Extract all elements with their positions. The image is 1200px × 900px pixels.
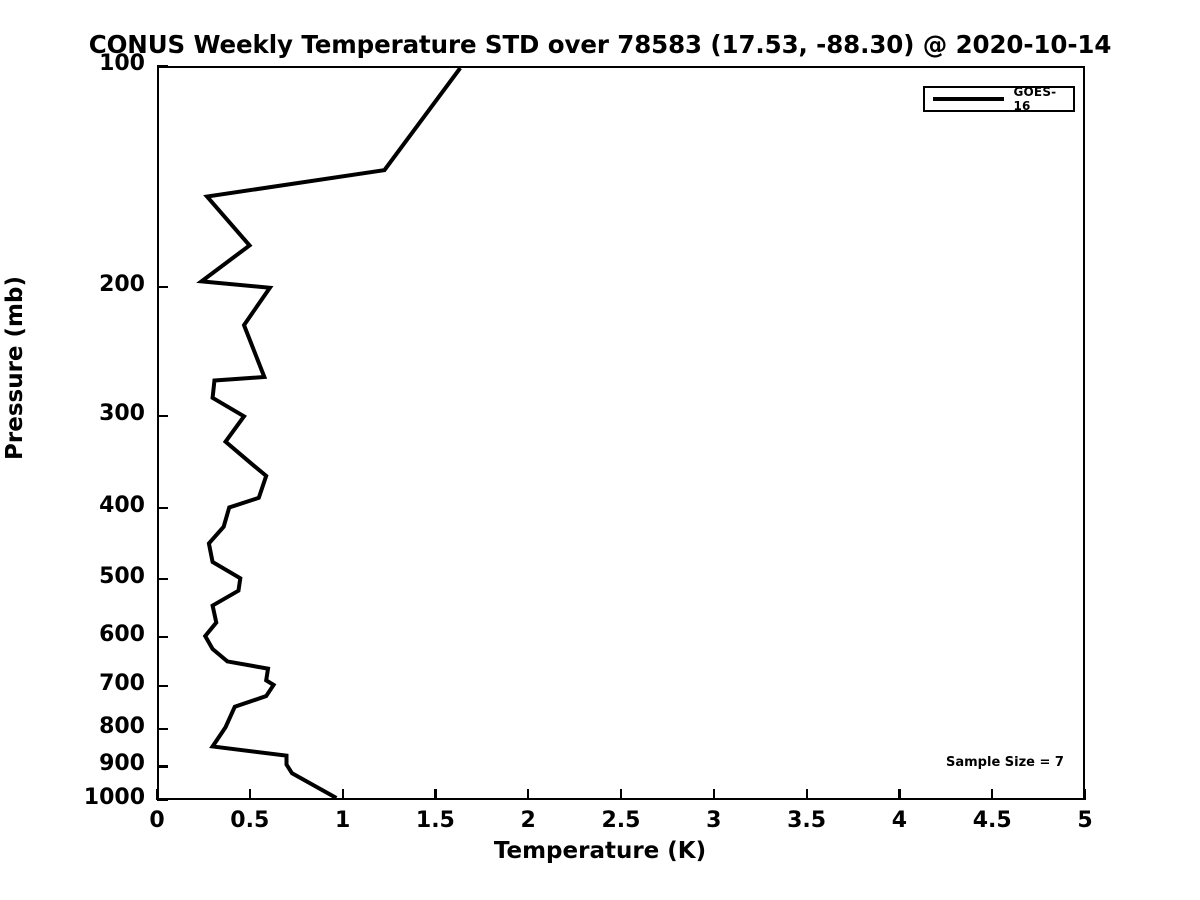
x-tick-label: 5 xyxy=(1077,808,1093,833)
x-tick-mark xyxy=(805,789,808,800)
y-tick-mark xyxy=(157,415,168,418)
x-tick-label: 3.5 xyxy=(787,808,827,833)
y-tick-mark xyxy=(157,285,168,289)
x-axis-label: Temperature (K) xyxy=(493,838,707,864)
y-tick-label: 100 xyxy=(99,51,145,76)
x-tick-label: 2 xyxy=(520,808,536,833)
y-tick-label: 400 xyxy=(99,492,145,518)
x-tick-label: 3 xyxy=(706,808,722,833)
y-tick-label: 1000 xyxy=(83,785,145,810)
y-axis-label: Pressure (mb) xyxy=(2,276,28,460)
y-tick-mark xyxy=(157,65,168,68)
x-tick-mark xyxy=(341,789,344,800)
y-tick-mark xyxy=(157,685,168,688)
x-tick-mark xyxy=(434,789,437,800)
legend-box: GOES-16 xyxy=(923,85,1075,113)
x-tick-mark xyxy=(527,789,530,800)
legend-entry-label: GOES-16 xyxy=(1013,85,1057,113)
x-tick-mark xyxy=(991,789,994,800)
y-tick-label: 300 xyxy=(99,401,145,427)
legend-line-swatch xyxy=(933,97,1005,101)
x-tick-mark xyxy=(712,789,715,800)
y-tick-label: 900 xyxy=(99,751,145,777)
x-tick-label: 4.5 xyxy=(972,808,1012,833)
data-line-goes16 xyxy=(202,68,461,798)
plot-area xyxy=(157,66,1085,800)
y-tick-mark xyxy=(157,578,168,581)
y-tick-mark xyxy=(157,636,168,639)
x-tick-mark xyxy=(248,789,251,800)
x-tick-mark xyxy=(898,789,901,800)
x-tick-mark xyxy=(620,789,623,800)
y-tick-label: 500 xyxy=(99,564,145,590)
x-tick-label: 4 xyxy=(891,808,908,833)
x-tick-label: 0.5 xyxy=(230,808,270,833)
y-tick-label: 600 xyxy=(99,622,145,648)
x-tick-mark xyxy=(1084,789,1087,800)
x-tick-label: 1 xyxy=(334,808,351,833)
chart-title: CONUS Weekly Temperature STD over 78583 … xyxy=(88,30,1112,59)
y-tick-label: 800 xyxy=(99,713,145,739)
y-tick-mark xyxy=(157,799,168,802)
y-tick-mark xyxy=(157,765,168,768)
y-tick-label: 700 xyxy=(99,671,145,697)
sample-size-annotation: Sample Size = 7 xyxy=(946,755,1064,770)
data-line-svg xyxy=(159,68,1083,798)
y-tick-mark xyxy=(157,506,168,510)
x-tick-label: 0 xyxy=(149,808,165,833)
y-tick-label: 200 xyxy=(99,271,145,297)
x-tick-mark xyxy=(156,789,159,800)
x-tick-label: 1.5 xyxy=(415,808,455,833)
y-tick-mark xyxy=(157,727,168,731)
x-tick-label: 2.5 xyxy=(601,808,641,833)
